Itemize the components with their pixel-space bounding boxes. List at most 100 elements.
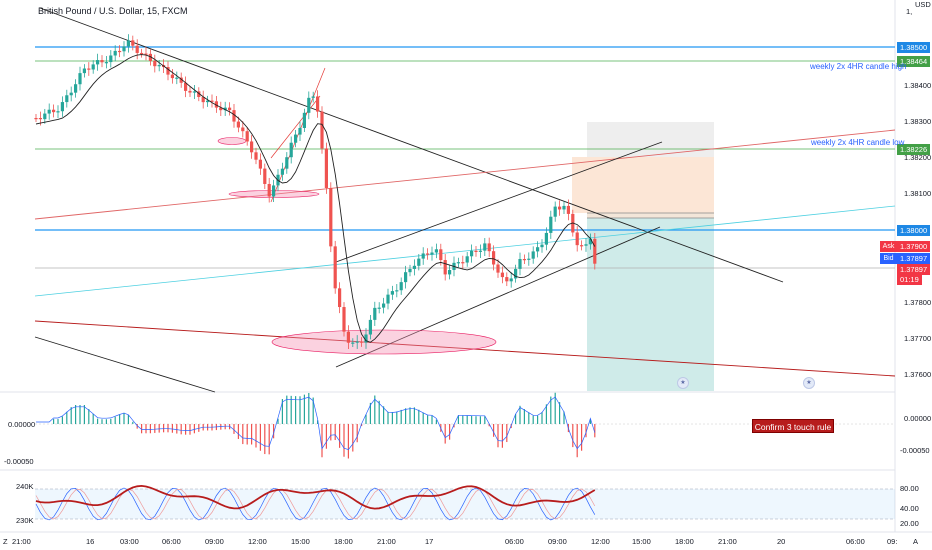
candle-body [593,238,597,264]
candle-body [566,205,570,214]
macd-right-label: 0.00000 [904,414,932,423]
candle-body [399,282,403,291]
callout-confirm-3-touch[interactable]: Confirm 3 touch rule [752,419,834,433]
candle-body [584,244,588,246]
candle-body [531,251,535,259]
candle-body [135,45,139,53]
candle-body [329,187,333,247]
trendline-red-up [34,129,896,220]
price-tick: 1.38400 [904,81,932,90]
candle-body [487,243,491,252]
stoch-left-label: 240K [16,482,34,491]
candle-body [443,260,447,275]
bid-label: Bid [880,253,897,264]
currency-button[interactable]: USD [912,0,932,11]
candle-body [298,127,302,135]
moving-average-line [35,54,596,343]
candle-body [434,249,438,253]
candle-body [474,250,478,252]
macd-histogram [52,392,596,459]
candle-body [412,265,416,269]
candle-body [109,55,113,63]
candle-body [492,251,496,265]
candle-body [404,272,408,283]
time-tick: 12:00 [248,537,267,546]
candle-body [148,53,152,61]
stoch-right-label: 20.00 [900,519,919,528]
time-tick: 15:00 [632,537,651,546]
candle-body [302,112,306,128]
price-candles [34,34,597,350]
candle-body [448,270,452,275]
candle-body [104,62,108,64]
candle-body [153,60,157,67]
time-axis-z: Z [3,537,8,546]
stoch-k-line [35,487,596,521]
flag-line-1 [270,67,326,203]
bar-countdown: 01:19 [897,274,922,285]
currency-label: USD [915,0,931,9]
candle-body [47,109,51,114]
time-tick: 09:00 [548,537,567,546]
time-tick: 09: [887,537,898,546]
candle-body [483,243,487,251]
candle-body [188,90,192,93]
us-event-flag-icon[interactable]: ★ [803,377,815,389]
candle-body [386,294,390,304]
candle-body [377,307,381,309]
candle-body [333,246,337,289]
candle-body [170,74,174,79]
candle-body [118,50,122,53]
candle-body [430,252,434,255]
time-tick: 21:00 [377,537,396,546]
time-tick: 17 [425,537,434,546]
time-axis-auto-button[interactable]: A [913,537,919,546]
time-tick: 06:00 [162,537,181,546]
macd-right-label: -0.00050 [900,446,930,455]
candle-body [34,118,38,120]
price-tag-138226: 1.38226 [897,144,931,155]
candle-body [496,264,500,273]
volume-ma-line [35,484,596,510]
trendline-lower-left [34,336,216,393]
time-tick: 18:00 [334,537,353,546]
candle-body [228,107,232,111]
stoch-left-label: 230K [16,516,34,525]
candle-body [82,68,86,74]
candle-body [131,40,135,46]
candle-body [175,77,179,79]
candle-body [289,142,293,158]
candle-body [500,272,504,278]
time-tick: 18:00 [675,537,694,546]
ask-label: Ask [880,241,897,252]
candle-body [465,256,469,263]
candle-body [364,334,368,343]
candle-body [69,92,73,96]
annotation-weekly-high[interactable]: weekly 2x 4HR candle high [810,62,907,71]
us-event-flag-icon[interactable]: ★ [677,377,689,389]
candle-body [294,134,298,143]
stoch-right-label: 40.00 [900,504,919,513]
trendline-red-down [34,320,896,377]
candle-body [280,168,284,175]
candle-body [157,65,161,67]
annotation-weekly-low[interactable]: weekly 2x 4HR candle low [811,138,905,147]
trendline-main-down [39,7,784,283]
candle-body [210,100,214,102]
flag-line-2 [270,95,321,159]
candle-body [232,110,236,122]
candle-body [360,341,364,343]
candle-body [426,253,430,255]
candle-body [368,319,372,335]
candle-body [580,245,584,247]
channel-upper [335,141,663,263]
candle-body [236,121,240,128]
price-axis-top-value: 1, [906,7,913,16]
price-tag-138000: 1.38000 [897,225,931,236]
candle-body [470,250,474,257]
candle-body [562,205,566,210]
candle-body [214,101,218,108]
candle-body [518,259,522,269]
candle-body [201,97,205,103]
